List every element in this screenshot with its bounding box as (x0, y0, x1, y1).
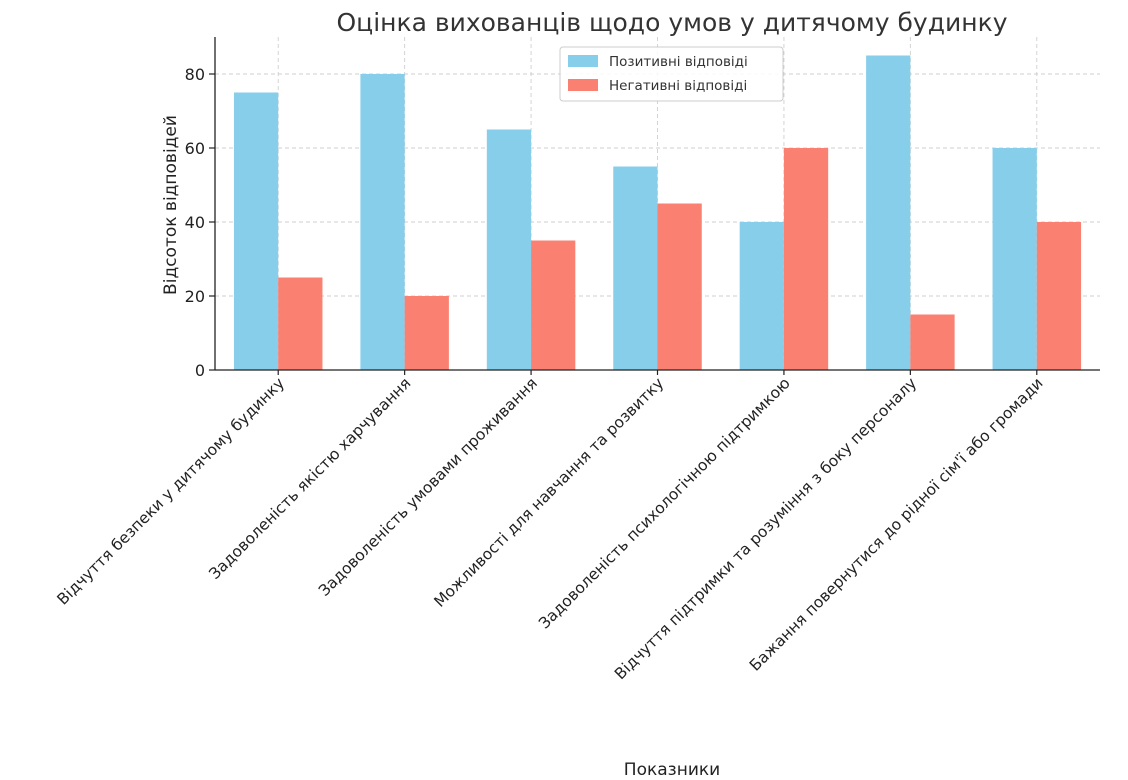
y-ticks: 0 20 40 60 80 (185, 65, 215, 380)
y-tick-label: 80 (185, 65, 205, 84)
y-tick-label: 0 (195, 361, 205, 380)
y-tick-label: 40 (185, 213, 205, 232)
legend-box (559, 46, 784, 102)
bar-positive (739, 222, 784, 370)
x-category-label: Відчуття підтримки та розуміння з боку п… (611, 374, 920, 683)
x-category-label: Задоволеність психологічною підтримкою (535, 374, 793, 632)
chart-title: Оцінка вихованців щодо умов у дитячому б… (337, 8, 1008, 37)
bar-positive (360, 74, 405, 370)
y-axis-label: Відсоток відповідей (161, 115, 181, 295)
bar-negative (278, 277, 323, 370)
legend-label-positive: Позитивні відповіді (609, 54, 748, 70)
legend-label-negative: Негативні відповіді (609, 78, 747, 94)
bar-negative (657, 203, 702, 370)
x-category-label: Задоволеність якістю харчування (206, 374, 415, 583)
legend-swatch-positive (568, 55, 598, 67)
y-tick-label: 60 (185, 139, 205, 158)
legend: Позитивні відповіді Негативні відповіді (559, 46, 784, 102)
bar-negative (404, 296, 449, 370)
bar-positive (486, 129, 532, 370)
y-tick-label: 20 (185, 287, 205, 306)
legend-swatch-negative (568, 79, 598, 91)
bar-positive (866, 55, 911, 370)
x-category-label: Задоволеність умовами проживання (315, 374, 541, 600)
bar-positive (233, 92, 279, 370)
bar-negative (783, 148, 829, 370)
bars (233, 55, 1082, 370)
bar-negative (910, 314, 955, 370)
bar-positive (992, 148, 1037, 370)
x-category-label: Можливості для навчання та розвитку (431, 374, 668, 611)
x-category-label: Бажання повернутися до рідної сім'ї або … (746, 374, 1047, 675)
x-category-label: Відчуття безпеки у дитячому будинку (54, 374, 288, 608)
x-axis-label: Показники (624, 760, 720, 780)
bar-positive (613, 166, 658, 370)
bar-negative (1036, 222, 1082, 370)
x-category-labels: Відчуття безпеки у дитячому будинкуЗадов… (54, 370, 1047, 683)
bar-negative (531, 240, 576, 370)
